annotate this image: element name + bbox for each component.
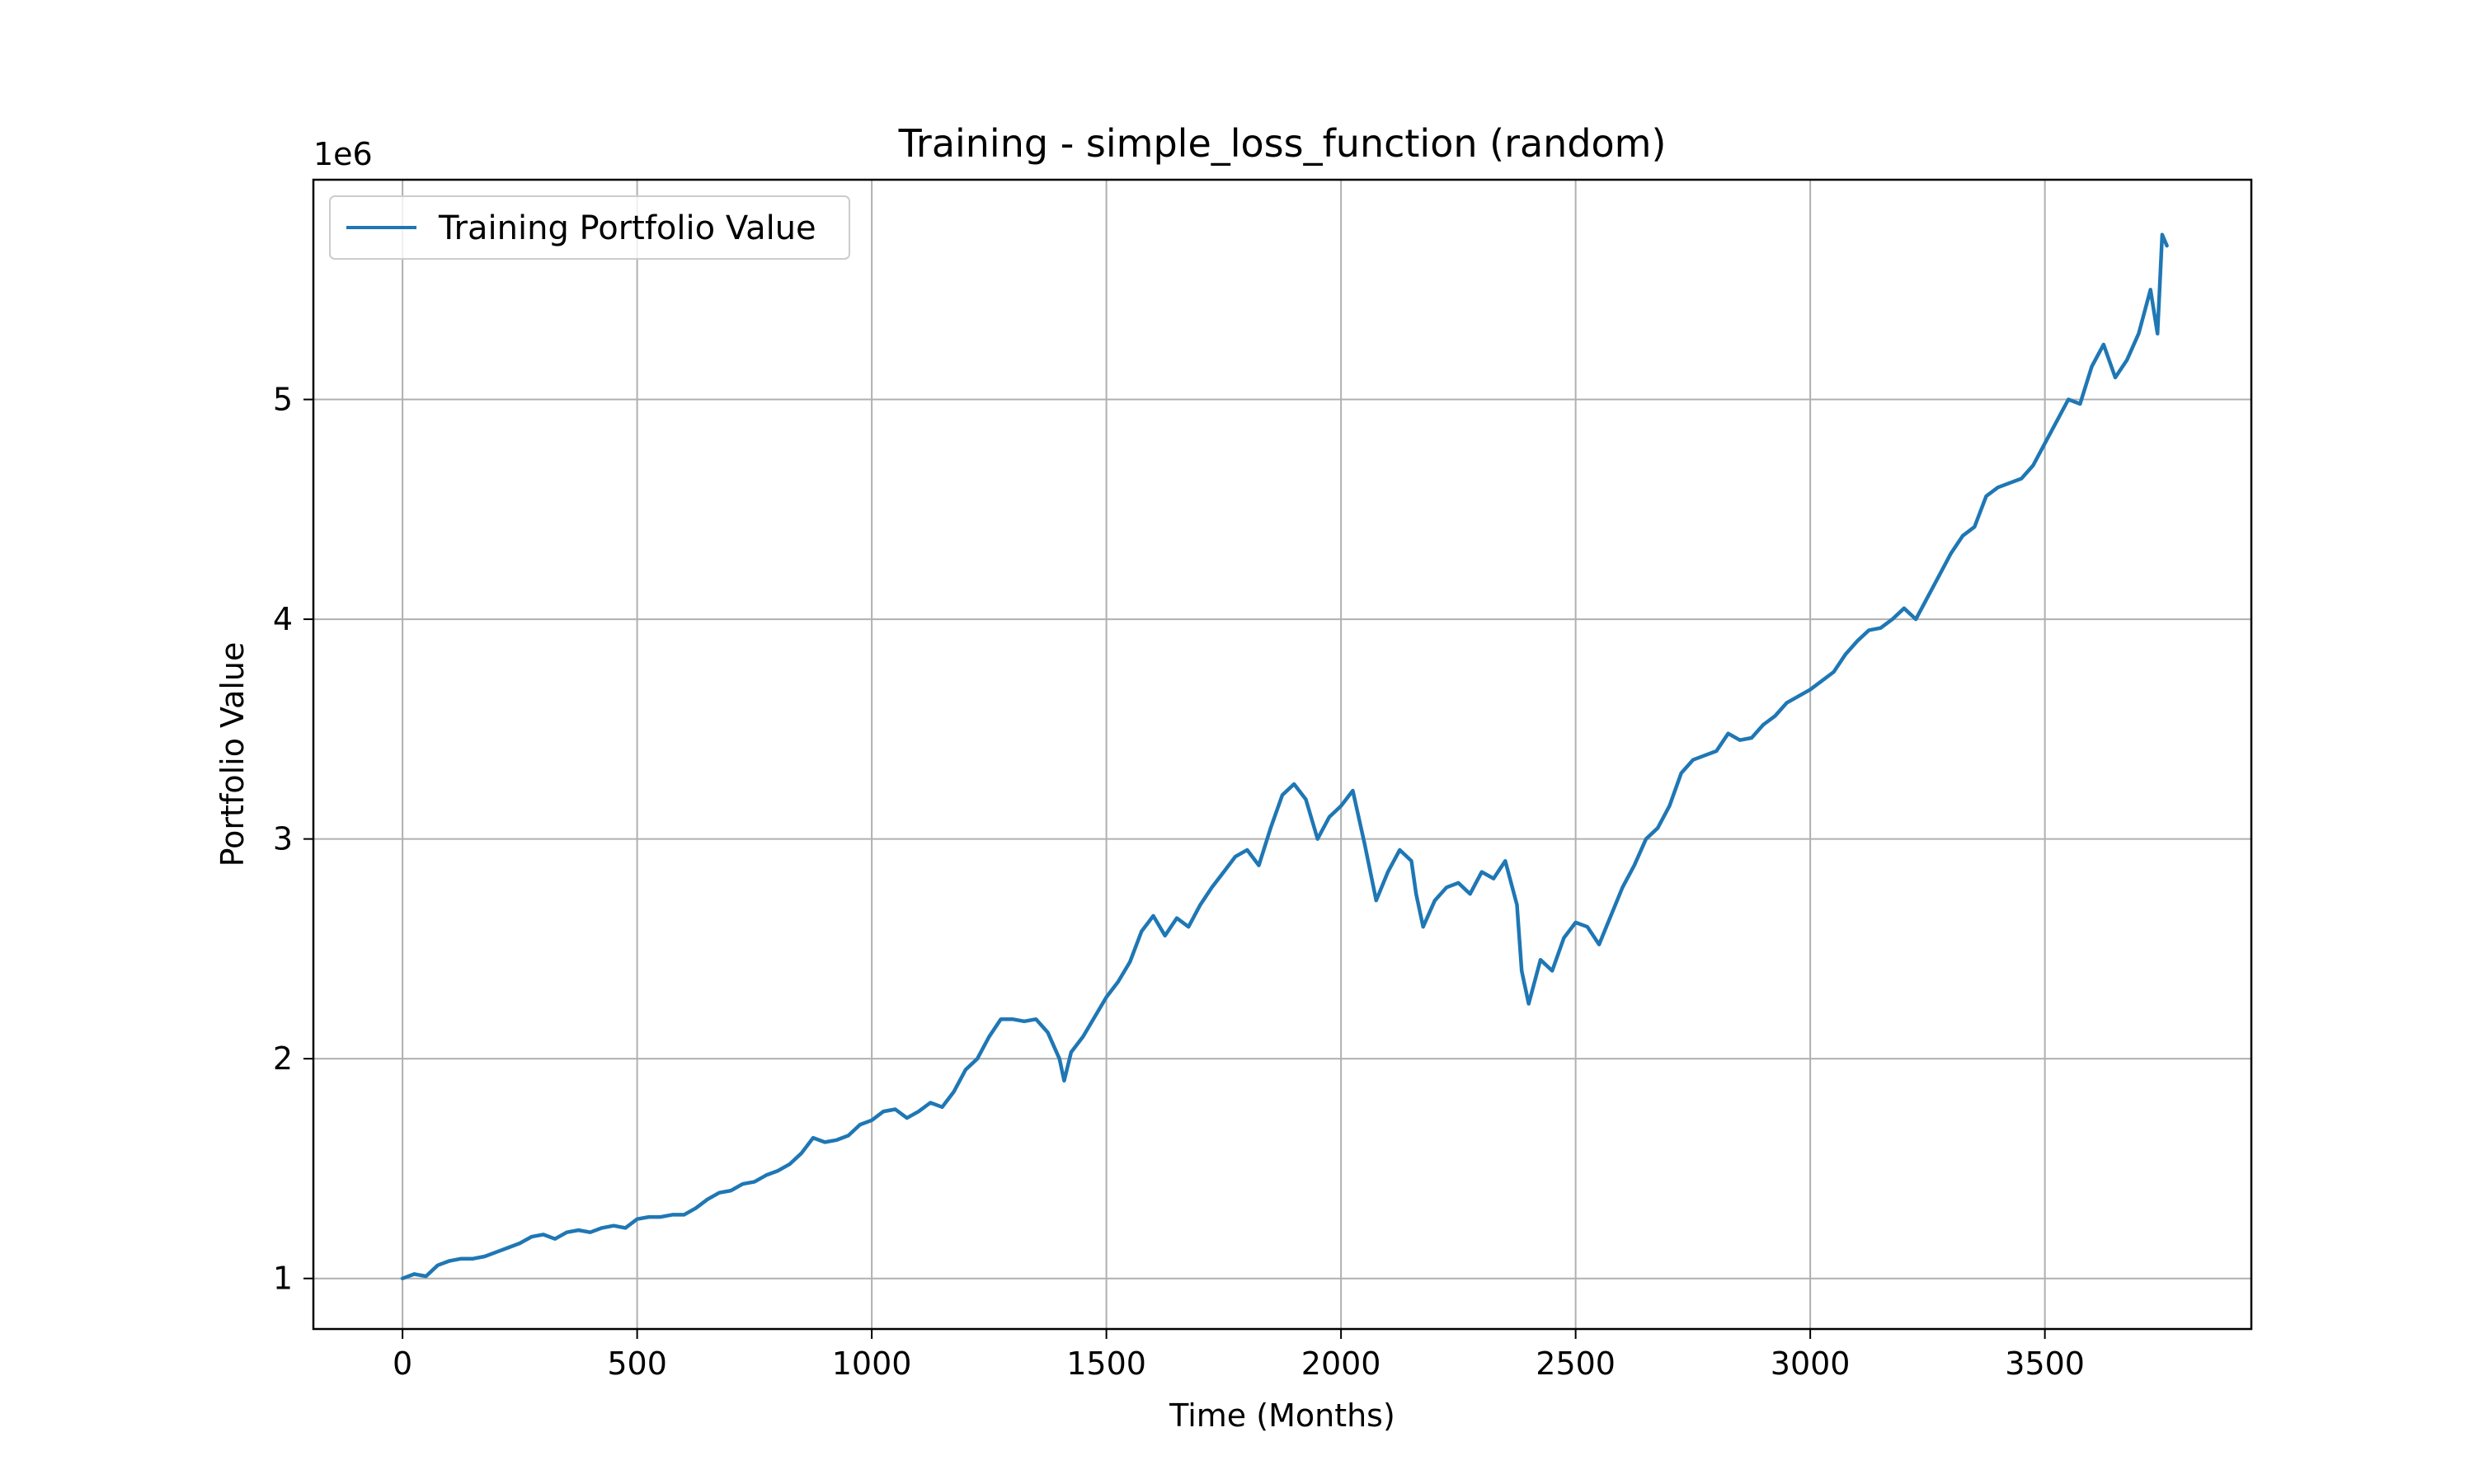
- series-line-0: [400, 232, 2169, 1280]
- x-axis-ticks: 0 500 1000 1500 2000 2500 3000 3500: [393, 1329, 2085, 1382]
- chart-title: Training - simple_loss_function (random): [898, 121, 1667, 166]
- x-tick-label: 1000: [832, 1345, 912, 1382]
- legend-entry-label: Training Portfolio Value: [438, 209, 816, 247]
- y-tick-label: 4: [273, 601, 293, 637]
- y-axis-label: Portfolio Value: [214, 642, 251, 867]
- x-tick-label: 2500: [1536, 1345, 1616, 1382]
- y-tick-label: 5: [273, 382, 293, 418]
- series-layer: [400, 232, 2169, 1280]
- x-tick-label: 3000: [1771, 1345, 1851, 1382]
- y-axis-offset-label: 1e6: [313, 136, 373, 172]
- y-tick-label: 1: [273, 1261, 293, 1297]
- x-tick-label: 500: [607, 1345, 667, 1382]
- x-tick-label: 1500: [1066, 1345, 1146, 1382]
- x-axis-label: Time (Months): [1169, 1397, 1395, 1434]
- legend: Training Portfolio Value: [329, 195, 850, 260]
- x-tick-label: 2000: [1301, 1345, 1381, 1382]
- legend-box: [329, 195, 850, 260]
- y-axis-ticks: 1 2 3 4 5: [273, 382, 313, 1297]
- x-tick-label: 3500: [2005, 1345, 2085, 1382]
- y-tick-label: 3: [273, 821, 293, 857]
- y-tick-label: 2: [273, 1040, 293, 1077]
- x-tick-label: 0: [393, 1345, 412, 1382]
- plot-area-frame: [312, 178, 2253, 1331]
- grid-lines: [313, 180, 2251, 1329]
